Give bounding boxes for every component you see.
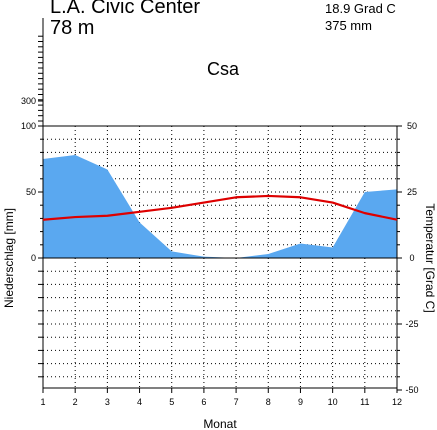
x-tick-label: 7: [234, 397, 239, 407]
x-tick-label: 5: [169, 397, 174, 407]
left-tick-label: 0: [31, 253, 36, 263]
temperature-line-group: [42, 194, 398, 221]
x-axis-title: Monat: [203, 417, 237, 430]
x-tick-label: 10: [328, 397, 338, 407]
x-tick-label: 4: [137, 397, 142, 407]
x-tick-label: 8: [266, 397, 271, 407]
right-tick-label: 25: [407, 187, 417, 197]
station-name: L.A. Civic Center: [50, 0, 201, 18]
plot-frame: [42, 18, 398, 389]
x-tick-label: 6: [201, 397, 206, 407]
climate-class: Csa: [207, 59, 240, 79]
upper-axis: [38, 35, 43, 122]
x-tick-label: 11: [360, 397, 369, 407]
left-tick-label: 50: [26, 187, 36, 197]
right-tick-label: 50: [407, 121, 417, 131]
right-axis-title: Temperatur [Grad C]: [423, 203, 437, 312]
precipitation-area: [43, 155, 397, 258]
left-tick-label: 100: [21, 121, 36, 131]
right-tick-label: -25: [405, 319, 418, 329]
x-tick-label: 3: [105, 397, 110, 407]
right-tick-label: 0: [409, 253, 414, 263]
left-axis-title: Niederschlag [mm]: [2, 208, 16, 308]
station-elevation: 78 m: [50, 17, 95, 39]
temperature-line: [42, 194, 398, 221]
right-tick-label: -50: [405, 385, 418, 395]
precipitation-area-group: [43, 155, 397, 258]
x-tick-label: 9: [298, 397, 303, 407]
x-tick-label: 12: [392, 397, 402, 407]
grid: [43, 126, 397, 388]
mean-temperature: 18.9 Grad C: [325, 1, 396, 16]
x-tick-label: 2: [73, 397, 78, 407]
x-tick-label: 1: [40, 397, 45, 407]
annual-precipitation: 375 mm: [325, 18, 372, 33]
left-tick-label: 300: [21, 96, 36, 106]
